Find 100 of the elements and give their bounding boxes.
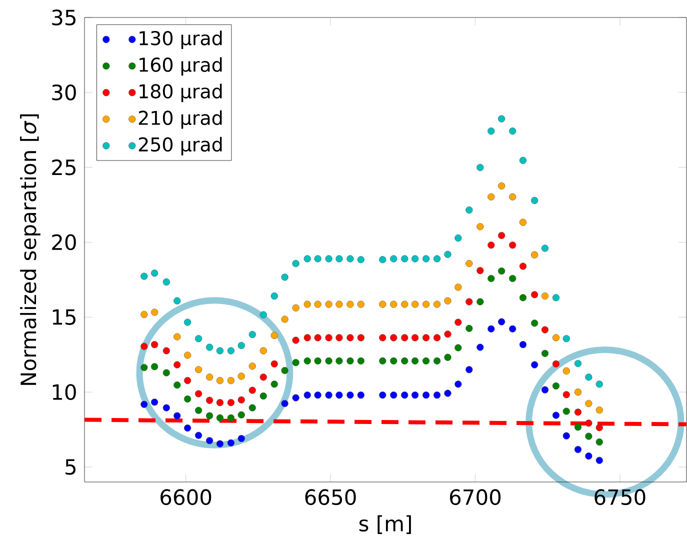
point <box>304 357 311 364</box>
point <box>346 392 354 399</box>
point <box>411 255 419 262</box>
point <box>552 360 560 368</box>
point <box>498 318 506 326</box>
point <box>357 334 364 342</box>
point <box>531 251 538 258</box>
point <box>552 294 560 302</box>
point <box>281 316 288 323</box>
point <box>346 300 354 308</box>
point <box>216 347 224 354</box>
point <box>433 334 441 342</box>
point <box>260 347 267 354</box>
point <box>422 334 430 342</box>
point <box>281 400 288 408</box>
point <box>552 334 560 342</box>
point <box>260 392 267 400</box>
point <box>336 334 343 342</box>
point <box>206 412 214 420</box>
point <box>151 398 158 406</box>
point <box>466 366 473 374</box>
legend-label: 130 μrad <box>140 30 222 50</box>
point <box>140 364 148 372</box>
point <box>314 392 322 399</box>
y-tick-label: 30 <box>52 84 76 100</box>
point <box>206 374 214 381</box>
point <box>194 366 202 374</box>
point <box>390 392 398 399</box>
point <box>162 347 170 354</box>
point <box>206 344 214 351</box>
point <box>325 255 332 262</box>
point <box>466 260 473 268</box>
point <box>433 357 441 364</box>
point <box>314 357 322 364</box>
point <box>206 396 214 404</box>
legend-label: 210 μrad <box>138 110 222 129</box>
point <box>422 300 430 308</box>
point <box>227 376 235 384</box>
point <box>140 272 148 280</box>
point <box>151 341 158 348</box>
point <box>444 354 452 361</box>
point <box>216 376 224 384</box>
point <box>325 357 332 364</box>
point <box>541 386 549 394</box>
point <box>519 341 527 348</box>
point <box>238 372 245 380</box>
point <box>325 334 332 342</box>
point <box>227 439 235 446</box>
point <box>227 399 235 406</box>
point <box>541 350 549 357</box>
point <box>151 270 158 277</box>
point <box>596 380 603 388</box>
legend-label: 180 μrad <box>140 84 222 102</box>
x-axis-title: s [m] <box>359 515 411 534</box>
point <box>174 333 181 340</box>
point <box>401 255 408 262</box>
point <box>227 347 235 354</box>
point <box>454 318 462 326</box>
x-tick-label: 6650 <box>305 489 356 506</box>
point <box>488 325 495 332</box>
point <box>379 300 386 308</box>
point <box>346 357 354 364</box>
point <box>531 196 538 204</box>
point <box>454 284 462 291</box>
point <box>476 164 484 172</box>
point <box>227 414 235 422</box>
point <box>476 298 484 306</box>
point <box>444 250 452 258</box>
point <box>292 336 300 344</box>
point <box>466 324 473 332</box>
point <box>346 334 354 342</box>
point <box>488 274 495 282</box>
point <box>422 392 430 399</box>
point <box>162 404 170 412</box>
point <box>270 292 278 300</box>
legend-label: 160 μrad <box>140 57 222 76</box>
point <box>281 366 288 374</box>
point <box>379 392 386 399</box>
point <box>596 424 603 432</box>
point <box>357 357 364 364</box>
x-tick-label: 6750 <box>594 489 646 506</box>
point <box>357 392 364 399</box>
y-tick-label: 10 <box>52 384 76 400</box>
point <box>140 310 148 318</box>
point <box>336 300 343 308</box>
point <box>411 392 419 399</box>
point <box>151 363 158 370</box>
point <box>444 297 452 304</box>
point <box>585 400 592 408</box>
point <box>585 420 592 427</box>
point <box>401 300 408 308</box>
point <box>562 391 570 398</box>
point <box>541 326 549 334</box>
point <box>379 357 386 364</box>
point <box>336 392 343 399</box>
point <box>292 304 300 312</box>
point <box>184 318 192 326</box>
point <box>562 408 570 415</box>
point <box>248 386 256 394</box>
y-tick-label: 20 <box>52 234 76 250</box>
